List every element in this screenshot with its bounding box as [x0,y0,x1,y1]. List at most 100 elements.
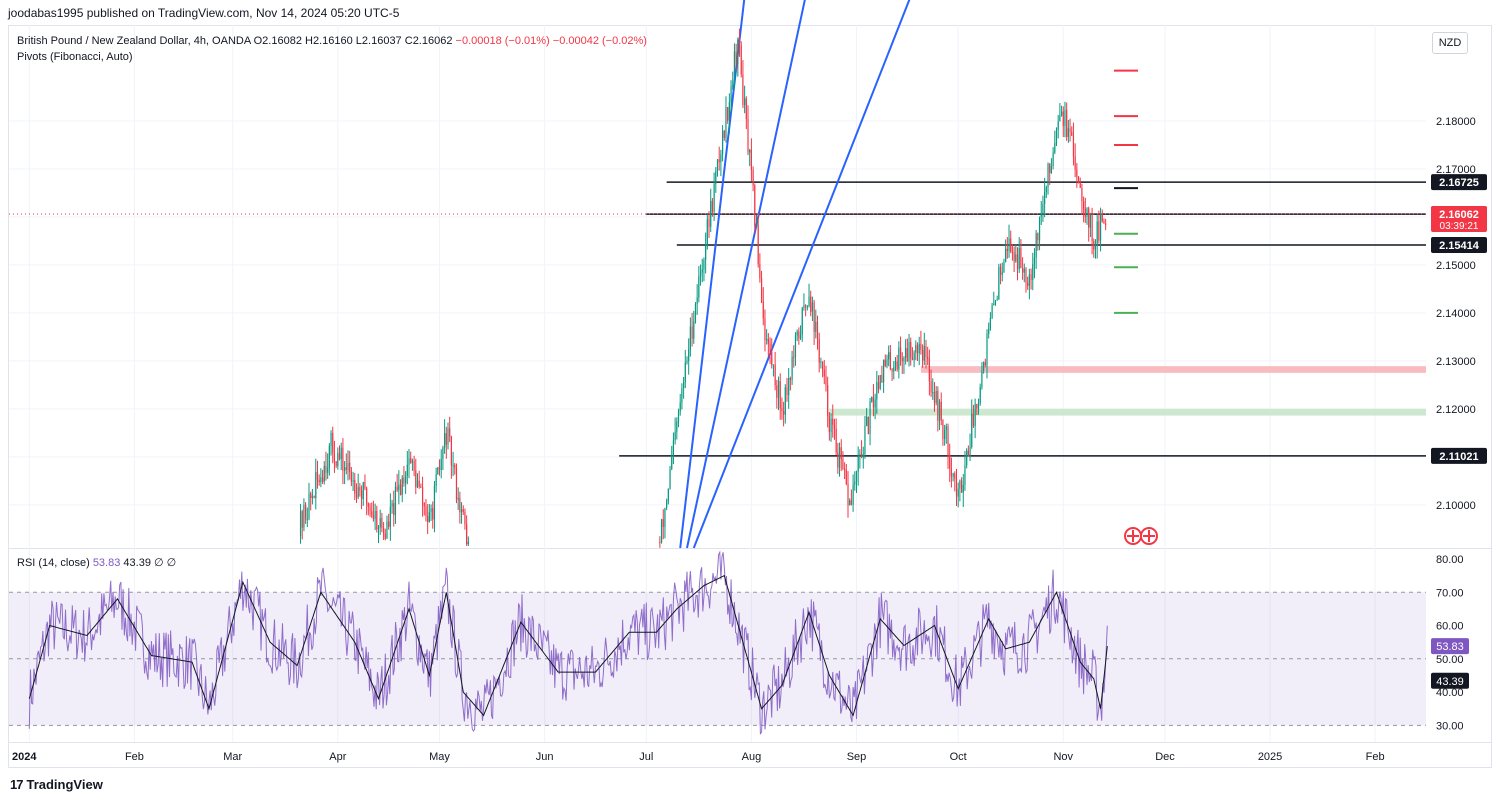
candle-body [384,533,386,539]
candle-body [303,504,305,528]
level-price-tag [1431,174,1487,191]
rsi-ma-value: 43.39 [123,557,151,569]
trendline[interactable] [692,0,911,549]
candle-body [416,480,419,488]
tradingview-footer[interactable]: 17 TradingView [10,777,103,792]
candle-body [311,495,314,498]
candle-body [382,527,385,534]
indicator-label[interactable]: Pivots (Fibonacci, Auto) [17,51,133,63]
candle-body [389,506,391,527]
candle-body [683,381,685,389]
candle-body [937,390,939,421]
candle-body [888,352,890,360]
price-zone[interactable] [920,366,1426,373]
rsi-legend[interactable]: RSI (14, close) 53.83 43.39 ∅ ∅ [17,556,176,569]
candle-body [759,264,761,279]
candle-body [418,480,420,487]
currency-button[interactable]: NZD [1432,32,1468,54]
candle-body [699,272,702,277]
candle-body [844,468,846,471]
candle-body [983,362,985,371]
y-tick-label: 2.12000 [1436,404,1476,416]
candle-body [755,225,758,227]
candle-body [366,488,368,504]
close-value: C2.16062 [404,35,453,47]
candle-body [349,462,351,472]
candle-body [1028,274,1030,286]
candle-body [984,362,986,366]
candle-body [1008,238,1010,251]
candle-body [886,359,888,366]
candle-body [396,486,398,491]
candle-body [1105,223,1107,225]
candle-body [810,296,812,312]
candle-body [821,361,824,370]
trendline[interactable] [679,0,746,549]
candle-body [377,527,380,530]
candle-body [669,468,671,489]
candle-body [713,183,715,212]
candle-body [805,305,807,307]
candle-body [398,484,400,491]
candle-body [1086,208,1088,217]
candle-body [1037,233,1039,241]
candle-body [428,512,430,522]
candle-body [877,382,880,389]
candle-body [696,297,698,305]
candle-body [993,303,995,306]
candle-body [1013,251,1015,262]
candle-body [744,98,746,106]
candle-body [318,479,320,482]
candle-body [437,467,439,475]
candle-body [884,359,886,366]
candle-body [1062,111,1064,127]
tradingview-logo-icon: 17 [10,777,24,792]
x-tick-label: Jun [536,751,554,763]
candle-body [681,388,683,403]
symbol-title[interactable]: British Pound / New Zealand Dollar, 4h, … [17,35,251,47]
candle-body [1032,264,1034,281]
candle-body [942,420,944,439]
candle-body [444,433,446,448]
candle-body [344,467,346,471]
candle-body [901,358,903,362]
candle-body [430,508,432,513]
candle-body [455,467,458,500]
candle-body [321,477,324,482]
candle-body [328,445,330,468]
candle-body [764,318,766,341]
candle-body [949,455,951,469]
x-tick-label: 2024 [12,751,37,763]
candle-body [313,495,315,499]
candle-body [957,488,959,497]
candle-body [694,304,697,322]
candle-body [996,299,998,301]
candle-body [769,343,771,353]
candle-body [1077,176,1080,184]
candle-body [979,387,981,404]
candle-body [1101,213,1103,222]
low-value: L2.16037 [355,35,402,47]
candle-body [1089,214,1091,228]
candle-body [335,461,337,467]
candle-body [1006,248,1008,251]
candle-body [749,149,751,153]
rsi-ma-line[interactable] [28,574,1108,717]
trendline[interactable] [686,0,806,549]
chart-legend: British Pound / New Zealand Dollar, 4h, … [17,33,647,65]
candle-body [799,334,802,339]
rsi-line[interactable] [28,550,1108,735]
price-zone[interactable] [829,408,1426,416]
candle-body [310,493,312,498]
candle-body [945,426,947,430]
candle-body [1030,274,1032,281]
candle-body [944,429,946,439]
tradingview-brand: TradingView [26,777,103,792]
candle-body [693,321,695,339]
candle-body [876,382,878,400]
candle-body [925,346,927,357]
candle-body [766,338,768,341]
candle-body [449,428,451,437]
candle-body [798,331,800,339]
